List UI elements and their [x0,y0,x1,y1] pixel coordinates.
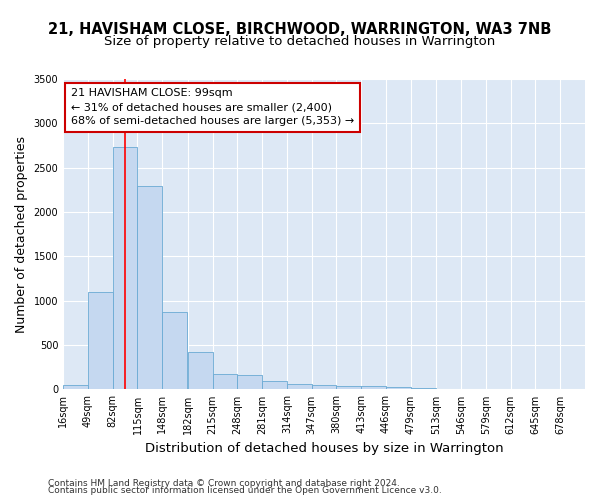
Bar [411,388,436,390]
Bar [238,375,262,390]
Bar [88,292,113,390]
Text: Contains HM Land Registry data © Crown copyright and database right 2024.: Contains HM Land Registry data © Crown c… [48,478,400,488]
Bar [137,186,162,390]
Bar [386,387,411,390]
Text: Contains public sector information licensed under the Open Government Licence v3: Contains public sector information licen… [48,486,442,495]
Bar [361,386,386,390]
Bar [63,384,88,390]
Text: 21, HAVISHAM CLOSE, BIRCHWOOD, WARRINGTON, WA3 7NB: 21, HAVISHAM CLOSE, BIRCHWOOD, WARRINGTO… [49,22,551,38]
Bar [188,352,212,390]
Bar [461,388,486,390]
Bar [311,384,337,390]
Bar [262,382,287,390]
Bar [162,312,187,390]
Y-axis label: Number of detached properties: Number of detached properties [15,136,28,332]
Bar [113,148,137,390]
Text: Size of property relative to detached houses in Warrington: Size of property relative to detached ho… [104,35,496,48]
Bar [287,384,311,390]
X-axis label: Distribution of detached houses by size in Warrington: Distribution of detached houses by size … [145,442,503,455]
Bar [337,386,361,390]
Text: 21 HAVISHAM CLOSE: 99sqm
← 31% of detached houses are smaller (2,400)
68% of sem: 21 HAVISHAM CLOSE: 99sqm ← 31% of detach… [71,88,354,126]
Bar [212,374,238,390]
